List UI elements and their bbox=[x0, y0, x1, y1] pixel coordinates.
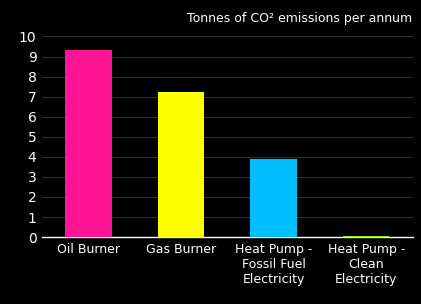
Text: Tonnes of CO² emissions per annum: Tonnes of CO² emissions per annum bbox=[187, 12, 413, 25]
Bar bbox=[158, 92, 204, 237]
Bar bbox=[343, 236, 389, 237]
Bar bbox=[250, 159, 297, 237]
Bar bbox=[65, 50, 112, 237]
